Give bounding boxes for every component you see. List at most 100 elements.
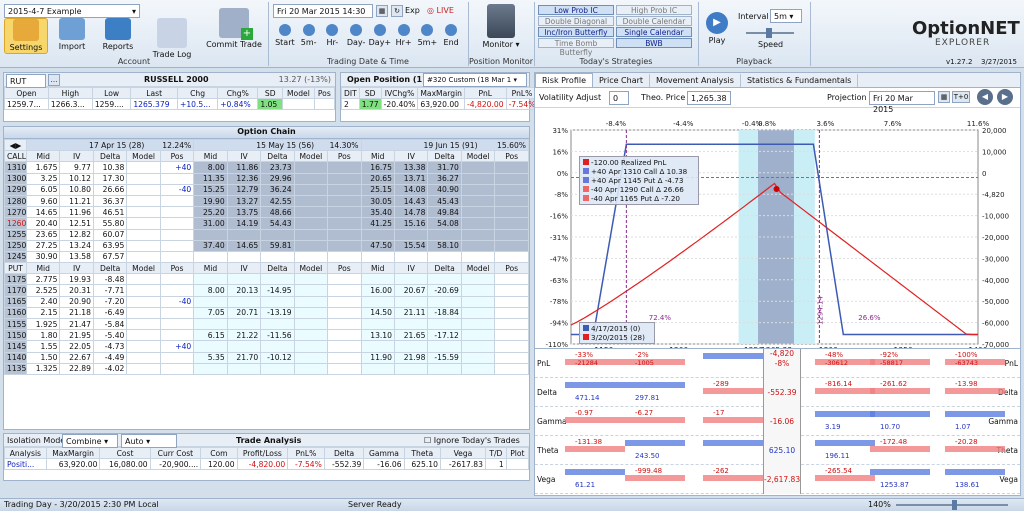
put-cell[interactable]: 13.10 (360, 329, 395, 342)
put-cell[interactable] (293, 306, 329, 320)
symbol-browse-button[interactable]: … (48, 74, 60, 86)
put-cell[interactable]: 21.98 (393, 351, 429, 364)
put-cell[interactable]: -13.19 (260, 306, 295, 320)
call-cell[interactable] (126, 183, 161, 196)
call-cell[interactable] (327, 172, 362, 185)
call-cell[interactable] (159, 228, 195, 241)
put-cell[interactable] (159, 329, 195, 342)
expiration-header[interactable]: 17 Apr 15 (28) 12.24% (25, 138, 195, 152)
put-cell[interactable] (427, 362, 462, 375)
tab-statistics[interactable]: Statistics & Fundamentals (741, 74, 859, 87)
put-cell[interactable] (159, 317, 195, 331)
call-cell[interactable]: 6.05 (25, 183, 61, 196)
call-cell[interactable] (193, 250, 228, 264)
call-cell[interactable]: 47.50 (360, 239, 395, 252)
call-cell[interactable] (260, 228, 295, 241)
call-cell[interactable] (159, 206, 195, 219)
call-cell[interactable]: 9.77 (59, 161, 94, 174)
put-cell[interactable] (460, 284, 496, 297)
call-row[interactable]: 1300 3.25 10.12 17.30 11.35 12.36 29.96 20.65 13… (4, 172, 529, 185)
call-row[interactable]: 1260 20.40 12.51 55.80 31.00 14.19 54.43 41.25 1… (4, 217, 529, 230)
call-cell[interactable] (494, 250, 529, 264)
call-cell[interactable]: 20.40 (25, 217, 61, 230)
put-cell[interactable]: 8.00 (193, 284, 228, 297)
call-cell[interactable] (293, 228, 329, 241)
put-cell[interactable] (293, 317, 329, 331)
put-cell[interactable] (427, 273, 462, 286)
call-cell[interactable]: 12.82 (59, 228, 94, 241)
strategy-time-bomb-butterfly[interactable]: Time Bomb Butterfly (538, 38, 614, 57)
call-cell[interactable]: 58.10 (427, 239, 462, 252)
put-cell[interactable]: 20.13 (226, 284, 262, 297)
call-cell[interactable] (126, 194, 161, 208)
call-cell[interactable] (460, 239, 496, 252)
put-cell[interactable] (494, 351, 529, 364)
call-row[interactable]: 1255 23.65 12.82 60.07 (4, 228, 529, 241)
speed-slider[interactable] (738, 28, 802, 38)
symbol-input[interactable]: RUT (6, 74, 46, 88)
put-cell[interactable] (126, 351, 161, 364)
call-cell[interactable]: 14.65 (25, 206, 61, 219)
legend-item[interactable]: +40 Apr 1145 Put Δ -4.73 (583, 176, 695, 185)
put-cell[interactable] (293, 284, 329, 297)
call-cell[interactable] (126, 228, 161, 241)
put-cell[interactable] (460, 351, 496, 364)
put-cell[interactable] (360, 273, 395, 286)
call-cell[interactable] (226, 250, 262, 264)
position-select[interactable]: #320 Custom (18 Mar 1 ▾ (423, 73, 527, 87)
call-cell[interactable]: 10.38 (92, 161, 128, 174)
call-cell[interactable]: 26.66 (92, 183, 128, 196)
put-cell[interactable] (159, 351, 195, 364)
monitor-button[interactable]: Monitor ▾ (475, 4, 527, 49)
call-cell[interactable]: 3.25 (25, 172, 61, 185)
trade-value[interactable]: Positi... (4, 458, 47, 471)
date-field[interactable]: Fri 20 Mar 2015 14:30 (273, 4, 373, 18)
call-cell[interactable]: 49.84 (427, 206, 462, 219)
call-cell[interactable] (293, 217, 329, 230)
call-cell[interactable] (327, 250, 362, 264)
put-cell[interactable]: 21.65 (393, 329, 429, 342)
put-cell[interactable]: -7.20 (92, 295, 128, 308)
put-cell[interactable] (393, 317, 429, 331)
call-cell[interactable]: 54.08 (427, 217, 462, 230)
call-cell[interactable]: 30.05 (360, 194, 395, 208)
call-cell[interactable]: 12.36 (226, 172, 262, 185)
call-cell[interactable]: 17.30 (92, 172, 128, 185)
put-cell[interactable] (494, 295, 529, 308)
nav-5m-back-button[interactable]: 5m- (297, 24, 321, 52)
call-cell[interactable] (393, 228, 429, 241)
call-row[interactable]: 1245 30.90 13.58 67.57 (4, 250, 529, 264)
expiration-header[interactable]: 15 May 15 (56) 14.30% (193, 138, 362, 152)
call-cell[interactable]: 27.25 (25, 239, 61, 252)
call-cell[interactable]: 13.75 (226, 206, 262, 219)
commit-trade-button[interactable]: + Commit Trade (204, 8, 264, 49)
call-cell[interactable] (126, 161, 161, 174)
legend-item[interactable]: -40 Apr 1290 Call Δ 26.66 (583, 185, 695, 194)
put-cell[interactable] (260, 340, 295, 353)
put-cell[interactable] (460, 317, 496, 331)
call-cell[interactable]: 67.57 (92, 250, 128, 264)
put-cell[interactable]: 16.00 (360, 284, 395, 297)
put-cell[interactable] (193, 317, 228, 331)
live-indicator[interactable]: ◎ LIVE (427, 6, 454, 15)
call-cell[interactable] (494, 194, 529, 208)
put-cell[interactable] (293, 340, 329, 353)
call-cell[interactable]: 25.15 (360, 183, 395, 196)
call-cell[interactable]: 1.675 (25, 161, 61, 174)
put-cell[interactable] (226, 340, 262, 353)
put-cell[interactable]: -5.84 (92, 317, 128, 331)
exp-nav[interactable]: ◀▶ (4, 138, 27, 152)
put-cell[interactable]: 1.325 (25, 362, 61, 375)
call-cell[interactable]: 46.51 (92, 206, 128, 219)
call-cell[interactable] (327, 183, 362, 196)
call-cell[interactable]: 11.86 (226, 161, 262, 174)
put-cell[interactable] (260, 317, 295, 331)
call-cell[interactable]: 36.37 (92, 194, 128, 208)
put-cell[interactable]: 22.67 (59, 351, 94, 364)
risk-chart-svg[interactable]: 31% 16% 0% -8% -16% -31% -47% -63% -78% -94% -110%… (535, 108, 1020, 348)
trade-log-button[interactable]: Trade Log (148, 18, 196, 59)
put-cell[interactable]: 2.40 (25, 295, 61, 308)
theo-price-input[interactable]: 1,265.38 (687, 91, 731, 105)
put-row[interactable]: 1165 2.40 20.90 -7.20 -40 (4, 295, 529, 308)
put-cell[interactable] (460, 273, 496, 286)
